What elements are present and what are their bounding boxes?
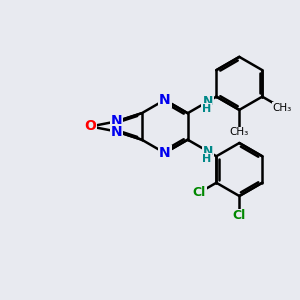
Text: N: N (203, 95, 214, 108)
Text: N: N (111, 124, 122, 139)
Text: CH₃: CH₃ (230, 128, 249, 137)
Text: O: O (85, 119, 97, 134)
Text: N: N (159, 93, 170, 107)
Text: Cl: Cl (193, 186, 206, 199)
Text: N: N (203, 145, 214, 158)
Text: H: H (202, 103, 212, 114)
Text: H: H (204, 96, 213, 106)
Text: H: H (202, 154, 212, 164)
Text: Cl: Cl (233, 209, 246, 222)
Text: N: N (111, 114, 122, 128)
Text: CH₃: CH₃ (272, 103, 291, 113)
Text: N: N (159, 146, 170, 160)
